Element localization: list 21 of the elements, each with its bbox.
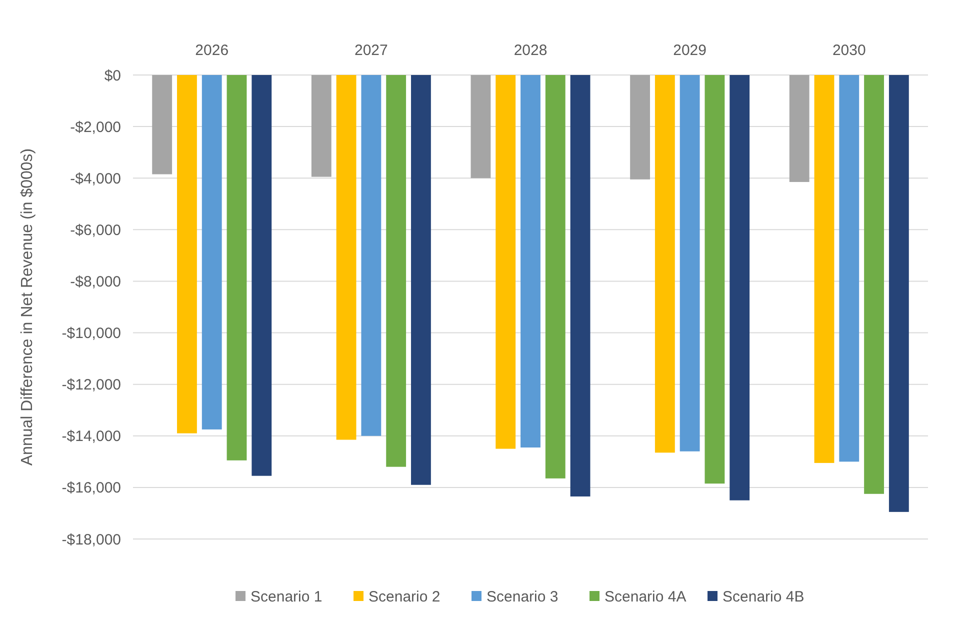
y-tick-label: -$14,000 [62, 428, 121, 446]
x-tick-label: 2030 [832, 42, 866, 59]
y-tick-label: -$4,000 [70, 170, 121, 188]
legend-label: Scenario 4A [604, 588, 686, 606]
legend-label: Scenario 3 [486, 588, 558, 606]
x-tick-label: 2026 [195, 42, 229, 59]
y-tick-label: -$10,000 [62, 325, 121, 342]
y-tick-label: -$6,000 [70, 222, 121, 239]
legend-label: Scenario 2 [368, 588, 440, 606]
legend-label: Scenario 1 [250, 588, 322, 606]
x-tick-label: 2029 [673, 42, 707, 59]
y-tick-label: -$2,000 [70, 118, 121, 136]
y-tick-label: -$16,000 [62, 480, 121, 497]
y-tick-label: -$12,000 [62, 376, 121, 394]
x-tick-label: 2027 [354, 42, 388, 59]
y-tick-label: $0 [104, 67, 121, 84]
y-tick-label: -$8,000 [70, 273, 121, 290]
legend-label: Scenario 4B [722, 588, 804, 606]
x-tick-label: 2028 [514, 42, 548, 59]
y-tick-label: -$18,000 [62, 531, 121, 548]
y-axis-title: Annual Difference in Net Revenue (in $000s) [19, 148, 36, 466]
